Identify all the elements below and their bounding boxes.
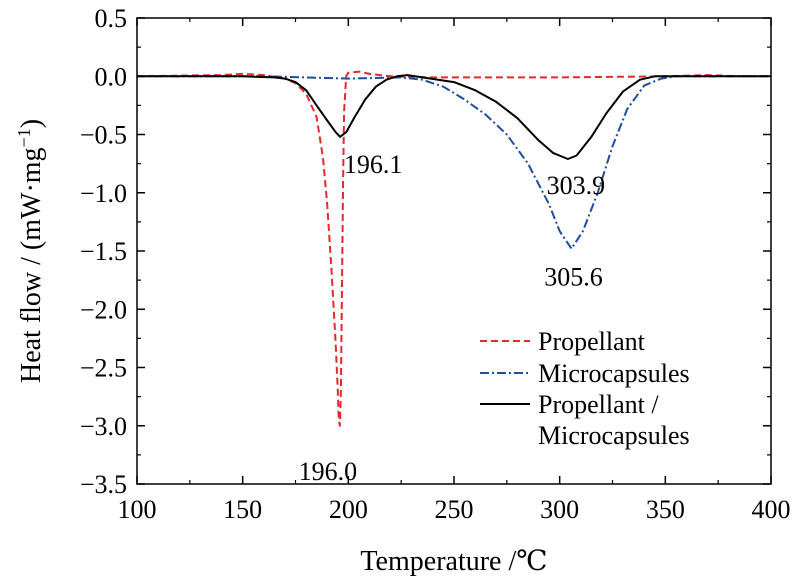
series-line-propellant-microcapsules xyxy=(137,74,771,160)
y-axis-title-main: Heat flow / (mW·mg xyxy=(16,147,47,383)
y-axis-title: Heat flow / (mW·mg−1) xyxy=(14,119,47,383)
y-tick-label: 0.5 xyxy=(95,4,128,33)
peak-annotation-305-6: 305.6 xyxy=(544,263,603,292)
x-tick-label: 150 xyxy=(223,495,262,524)
legend-label-propellant: Propellant xyxy=(538,327,646,356)
x-tick-label: 250 xyxy=(435,495,474,524)
legend-label-microcapsules: Microcapsules xyxy=(538,359,690,388)
y-tick-label: −3.5 xyxy=(80,470,127,499)
series-group xyxy=(136,70,771,427)
series-line-microcapsules xyxy=(137,75,771,250)
y-tick-label: −1.0 xyxy=(80,179,127,208)
x-tick-label: 300 xyxy=(540,495,579,524)
x-tick-label: 400 xyxy=(752,495,791,524)
y-tick-label: −2.0 xyxy=(80,295,127,324)
peak-annotation-196-0: 196.0 xyxy=(299,457,358,486)
y-tick-label: −1.5 xyxy=(80,237,127,266)
x-tick-label: 200 xyxy=(329,495,368,524)
y-axis-title-tail: ) xyxy=(16,119,47,128)
x-axis-title: Temperature /℃ xyxy=(360,546,547,577)
legend: Propellant Microcapsules Propellant / Mi… xyxy=(480,327,690,450)
peak-annotation-303-9: 303.9 xyxy=(547,171,606,200)
plot-frame xyxy=(136,17,772,485)
x-tick-label: 100 xyxy=(118,495,157,524)
y-tick-label: −0.5 xyxy=(80,121,127,150)
peak-annotation-196-1: 196.1 xyxy=(344,150,403,179)
y-tick-label: −3.0 xyxy=(80,412,127,441)
y-tick-label: 0.0 xyxy=(95,62,128,91)
legend-label-propellant-microcapsules-line2: Microcapsules xyxy=(538,421,690,450)
annotations-group: 196.1 303.9 305.6 196.0 xyxy=(299,150,606,486)
ticks-group: 100 150 200 250 300 350 400 0.5 0.0 −0.5 −1.0 −1.5 −… xyxy=(80,4,791,524)
y-tick-label: −2.5 xyxy=(80,354,127,383)
x-tick-label: 350 xyxy=(646,495,685,524)
legend-label-propellant-microcapsules-line1: Propellant / xyxy=(538,390,659,419)
y-axis-title-sup: −1 xyxy=(14,128,34,147)
